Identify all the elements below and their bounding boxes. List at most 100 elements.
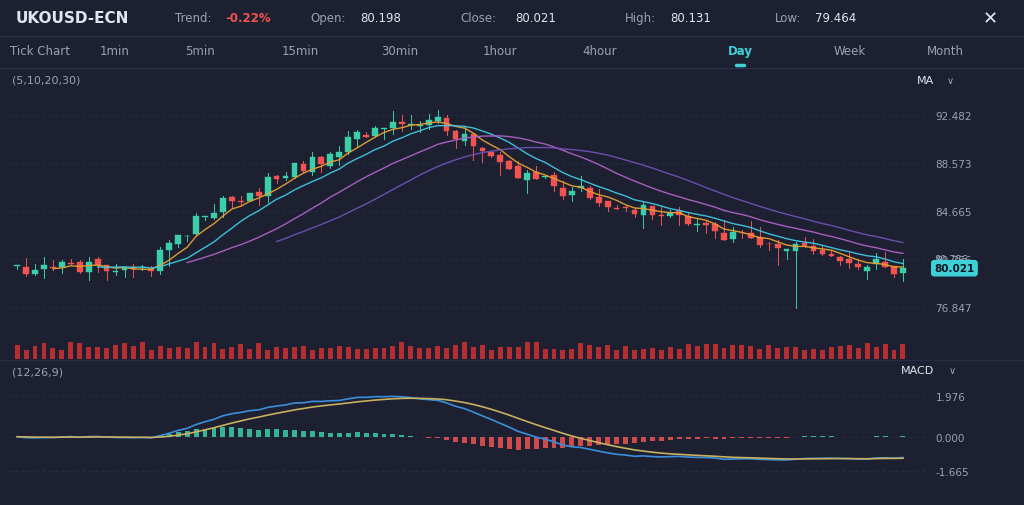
Bar [69, 342, 74, 360]
Text: Close:: Close: [460, 13, 496, 25]
Bar [543, 349, 548, 360]
Bar [435, 346, 440, 360]
Bar [758, 437, 762, 438]
Bar [766, 437, 771, 438]
Bar [605, 345, 610, 360]
Bar [713, 437, 718, 439]
Bar [721, 234, 727, 241]
Bar [292, 164, 297, 177]
Bar [623, 208, 629, 209]
Bar [32, 270, 38, 274]
Bar [722, 437, 726, 439]
Bar [426, 349, 431, 360]
Bar [838, 257, 843, 261]
Bar [346, 433, 350, 437]
Bar [318, 158, 325, 165]
Bar [613, 208, 620, 209]
Bar [103, 266, 110, 272]
Bar [273, 176, 280, 179]
Bar [256, 430, 261, 437]
Bar [498, 155, 503, 163]
Bar [658, 216, 665, 217]
Bar [390, 122, 396, 129]
Bar [900, 344, 905, 360]
Bar [409, 436, 414, 437]
Bar [310, 350, 314, 360]
Text: Low:: Low: [775, 13, 802, 25]
Bar [749, 437, 754, 438]
Bar [309, 158, 315, 172]
Bar [283, 176, 289, 179]
Bar [766, 244, 772, 245]
Bar [471, 437, 476, 444]
Bar [239, 345, 244, 360]
Bar [364, 433, 369, 437]
Bar [50, 268, 55, 269]
Bar [560, 350, 565, 360]
Bar [766, 345, 771, 360]
Bar [167, 434, 172, 437]
Bar [453, 437, 458, 442]
Bar [364, 135, 369, 137]
Bar [203, 347, 208, 360]
Bar [605, 201, 610, 207]
Bar [390, 434, 395, 437]
Bar [677, 437, 682, 439]
Bar [373, 433, 378, 437]
Bar [462, 342, 467, 360]
Bar [632, 437, 637, 443]
Bar [86, 262, 91, 273]
Bar [78, 343, 82, 360]
Bar [256, 343, 261, 360]
Bar [140, 342, 144, 360]
Bar [820, 350, 825, 360]
Bar [435, 118, 440, 121]
Bar [274, 347, 280, 360]
Bar [703, 224, 709, 226]
Bar [588, 346, 592, 360]
Bar [59, 350, 65, 360]
Bar [480, 345, 485, 360]
Text: 80.198: 80.198 [360, 13, 400, 25]
Bar [122, 344, 127, 360]
Bar [408, 125, 414, 126]
Bar [543, 437, 548, 448]
Bar [828, 347, 834, 360]
Bar [605, 437, 610, 445]
Bar [641, 349, 646, 360]
Bar [686, 437, 690, 439]
Bar [167, 349, 172, 360]
Bar [256, 193, 261, 196]
Bar [265, 429, 270, 437]
Bar [194, 342, 199, 360]
Text: 5min: 5min [185, 45, 215, 58]
Text: 1min: 1min [100, 45, 130, 58]
Bar [650, 348, 655, 360]
Bar [569, 437, 574, 447]
Bar [596, 198, 601, 204]
Bar [730, 233, 736, 240]
Bar [624, 437, 628, 443]
Bar [364, 349, 369, 360]
Bar [588, 437, 592, 445]
Bar [113, 271, 119, 272]
Bar [113, 345, 118, 360]
Bar [498, 437, 503, 448]
Text: Open:: Open: [310, 13, 345, 25]
Bar [775, 437, 780, 438]
Bar [641, 437, 646, 442]
Bar [462, 134, 467, 142]
Bar [14, 266, 20, 267]
Bar [122, 269, 127, 271]
Bar [247, 193, 253, 201]
Bar [176, 432, 180, 437]
Bar [739, 437, 744, 438]
Bar [399, 342, 404, 360]
Bar [515, 167, 521, 178]
Bar [274, 430, 280, 437]
Text: Tick Chart: Tick Chart [10, 45, 70, 58]
Bar [722, 348, 726, 360]
Bar [453, 345, 458, 360]
Bar [507, 161, 512, 169]
Bar [587, 189, 593, 198]
